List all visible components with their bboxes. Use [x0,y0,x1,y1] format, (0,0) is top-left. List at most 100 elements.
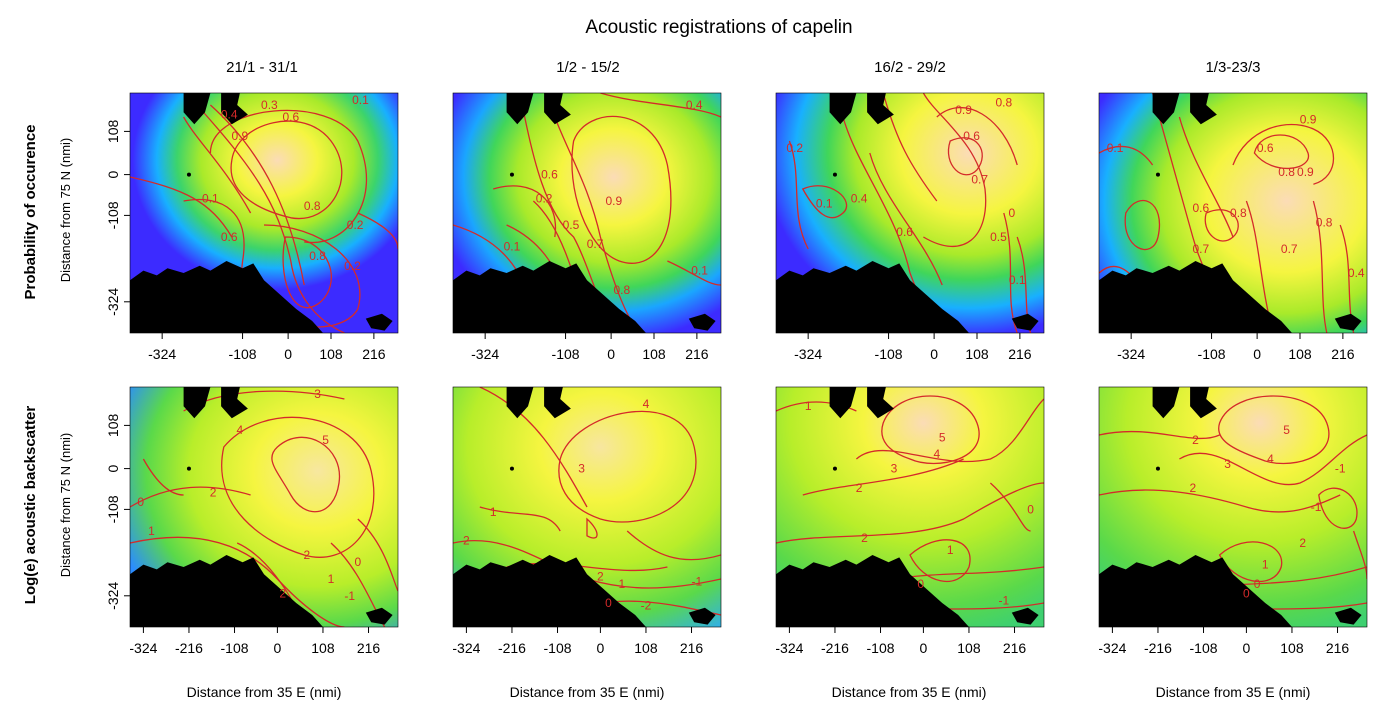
x-tick-label: 108 [1280,640,1304,656]
x-tick-label: -324 [775,640,803,656]
contour-label: -1 [1311,500,1322,514]
contour-label: 0.8 [309,249,326,263]
island-land [867,387,894,419]
x-tick-label: -108 [1190,640,1218,656]
contour-line [855,398,1044,463]
island-land [544,387,571,419]
contour-line [1253,134,1309,169]
contour-line [1218,395,1330,465]
contour-label: 0.7 [587,237,604,251]
contour-line [230,120,343,220]
x-tick-label: -108 [229,346,257,362]
contour-line [922,93,987,248]
contour-line [626,530,721,561]
contour-label: 2 [597,570,604,584]
contour-label: -2 [641,598,652,612]
x-tick-label: -324 [148,346,176,362]
contour-line [558,410,697,523]
island-land [1334,313,1362,331]
contour-line [571,115,672,264]
island-land [829,387,857,419]
contour-label: 0.8 [1230,206,1247,220]
y-tick-label: 108 [105,414,121,438]
x-tick-label: -108 [544,640,572,656]
contour-label: 0.1 [1107,141,1124,155]
island-land [1152,93,1180,125]
contour-label: -1 [998,594,1009,608]
x-tick-label: 0 [930,346,938,362]
panel-surface: 0.4 0.6 0.2 0.9 0.1 0.5 0.7 0.8 0.1 [453,93,721,333]
figure-title: Acoustic registrations of capelin [585,17,852,38]
x-tick-label: -324 [1098,640,1126,656]
panel-surface: 1 5 4 3 2 2 1 0 0 -1 [776,387,1044,627]
contour-line [1099,145,1154,166]
x-tick-label: 0 [1243,640,1251,656]
panels: 0.10.30.4 0.60.90.10.80.60.80.20.2-324 -10… [105,92,1368,656]
contour-line [776,482,1044,544]
panel-r2-c1: 3 4 5 2 0 1 2 2 1 0 -1 -324 -216 -108 0 108 216 108 0 -108 -… [105,386,399,656]
contour-label: 2 [210,486,217,500]
contour-label: 4 [933,447,940,461]
island-dot [1155,466,1160,471]
panel-frame [129,386,399,628]
contour-line [802,458,964,496]
contour-label: 0.1 [504,240,521,254]
contour-label: 0.2 [786,141,803,155]
x-tick-label: -216 [175,640,203,656]
contour-line [479,387,588,508]
xaxis-label-2: Distance from 35 E (nmi) [510,684,665,700]
contour-label: 1 [490,505,497,519]
x-tick-label: 216 [1326,640,1350,656]
contour-line [1218,541,1283,583]
contour-label: 0.9 [232,129,249,143]
contour-line [1179,434,1367,486]
contour-label: 0.1 [202,192,219,206]
contour-label: 0.1 [816,196,833,210]
x-tick-label: -108 [867,640,895,656]
x-tick-label: -216 [1144,640,1172,656]
x-tick-label: 216 [1008,346,1032,362]
contour-label: 2 [1299,536,1306,550]
x-tick-label: -324 [471,346,499,362]
contour-line [1099,430,1220,440]
column-title-4: 1/3-23/3 [1205,59,1260,76]
contour-label: 2 [1192,433,1199,447]
y-tick-label: -108 [105,201,121,229]
x-tick-label: -324 [794,346,822,362]
contour-label: 0.9 [1297,165,1314,179]
panel-frame [452,386,722,628]
island-land [506,387,534,419]
contour-line [546,93,642,333]
x-tick-label: 108 [311,640,335,656]
contour-label: 3 [891,462,898,476]
island-dot [832,466,837,471]
contour-label: 2 [463,534,470,548]
panel-surface: 2 5 4 3 2 0 -1 2 10 -1 [1099,387,1367,627]
row-label-probability: Probability of occurence [22,124,39,299]
contour-label: 5 [939,430,946,444]
panel-r2-c3: 1 5 4 3 2 2 1 0 0 -1 -324 -216 -108 0 108 216 [775,386,1045,656]
contour-line [1178,116,1234,238]
contour-label: 0.6 [1192,201,1209,215]
contour-line [130,176,233,238]
y-tick-label: -324 [105,288,121,316]
contour-label: 0.6 [282,110,299,124]
contour-label: 4 [1267,452,1274,466]
contour-label: 0.1 [1009,273,1026,287]
coastline-land [1099,555,1292,627]
island-dot [832,172,837,177]
panel-frame [452,92,722,334]
contour-label: 4 [643,397,650,411]
contour-label: 0 [354,555,361,569]
contour-label: 0.4 [1348,266,1365,280]
x-tick-label: 216 [1331,346,1355,362]
island-land [1334,607,1362,625]
island-land [183,93,211,125]
contour-label: 4 [237,423,244,437]
contour-label: 1 [148,524,155,538]
coastline-land [130,555,323,627]
contour-line [1099,489,1341,513]
contour-label: 0.5 [563,218,580,232]
contour-line [221,416,375,558]
